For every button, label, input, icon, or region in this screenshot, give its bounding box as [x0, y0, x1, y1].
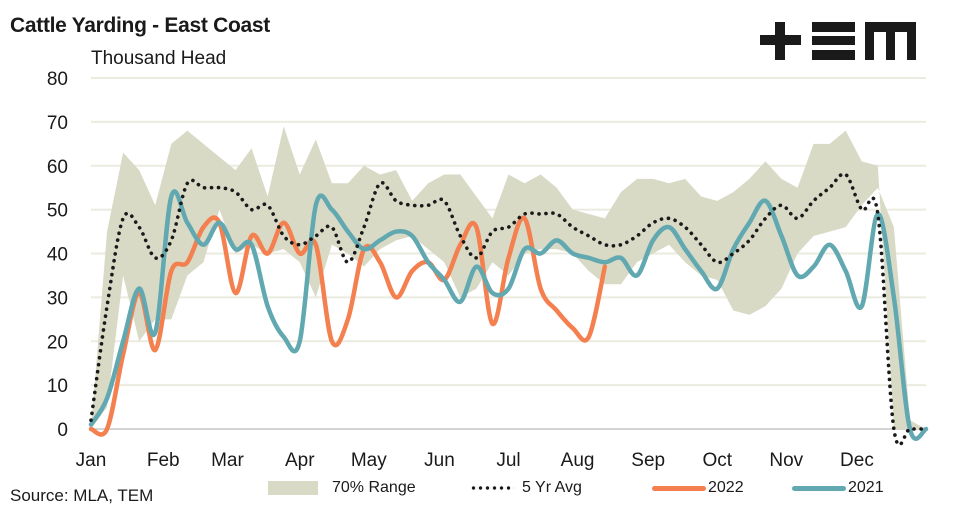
logo-equals-middle	[812, 36, 855, 45]
x-tick-label: Jan	[76, 450, 107, 471]
x-tick-label: Dec	[840, 450, 874, 471]
y-tick-label: 20	[47, 332, 68, 353]
x-tick-label: Oct	[702, 450, 732, 471]
x-tick-label: Apr	[285, 450, 315, 471]
range-band-area	[91, 126, 926, 429]
legend-label-2021: 2021	[848, 479, 884, 496]
legend-item-2022: 2022	[652, 476, 744, 500]
y-tick-label: 30	[47, 288, 68, 309]
x-tick-label: Mar	[211, 450, 244, 471]
x-tick-label: Nov	[769, 450, 803, 471]
legend-swatch-2021	[792, 485, 846, 491]
x-tick-label: Jul	[496, 450, 520, 471]
legend-swatch-avg	[470, 486, 514, 490]
y-tick-label: 50	[47, 201, 68, 222]
legend: 70% Range 5 Yr Avg 2022 2021	[0, 476, 964, 500]
logo-equals-top	[812, 22, 855, 32]
x-tick-label: Aug	[561, 450, 595, 471]
x-tick-label: Sep	[631, 450, 665, 471]
series-line-2021	[88, 189, 929, 441]
legend-swatch-range	[268, 481, 318, 495]
y-tick-label: 60	[47, 157, 68, 178]
y-tick-label: 40	[47, 245, 68, 266]
legend-label-range: 70% Range	[332, 479, 416, 496]
y-tick-label: 10	[47, 376, 68, 397]
y-tick-label: 80	[47, 69, 68, 90]
legend-swatch-2022	[652, 485, 706, 491]
logo-equals-bottom	[812, 50, 855, 60]
chart-title: Cattle Yarding - East Coast	[10, 14, 270, 37]
series-line-2022	[88, 215, 608, 437]
legend-label-2022: 2022	[708, 479, 744, 496]
legend-item-range: 70% Range	[268, 476, 416, 500]
legend-label-avg: 5 Yr Avg	[522, 479, 582, 496]
logo-plus-vertical	[775, 22, 785, 60]
tem-logo	[760, 22, 916, 60]
legend-item-2021: 2021	[792, 476, 884, 500]
source-note: Source: MLA, TEM	[10, 486, 154, 505]
y-tick-label: 0	[57, 420, 68, 441]
x-tick-label: Jun	[424, 450, 455, 471]
logo-m	[865, 22, 916, 60]
series-line-5yr-avg	[89, 172, 928, 447]
x-tick-label: May	[351, 450, 387, 471]
legend-item-avg: 5 Yr Avg	[470, 476, 582, 500]
y-axis-unit-label: Thousand Head	[91, 48, 227, 69]
y-tick-label: 70	[47, 113, 68, 134]
x-tick-label: Feb	[147, 450, 180, 471]
